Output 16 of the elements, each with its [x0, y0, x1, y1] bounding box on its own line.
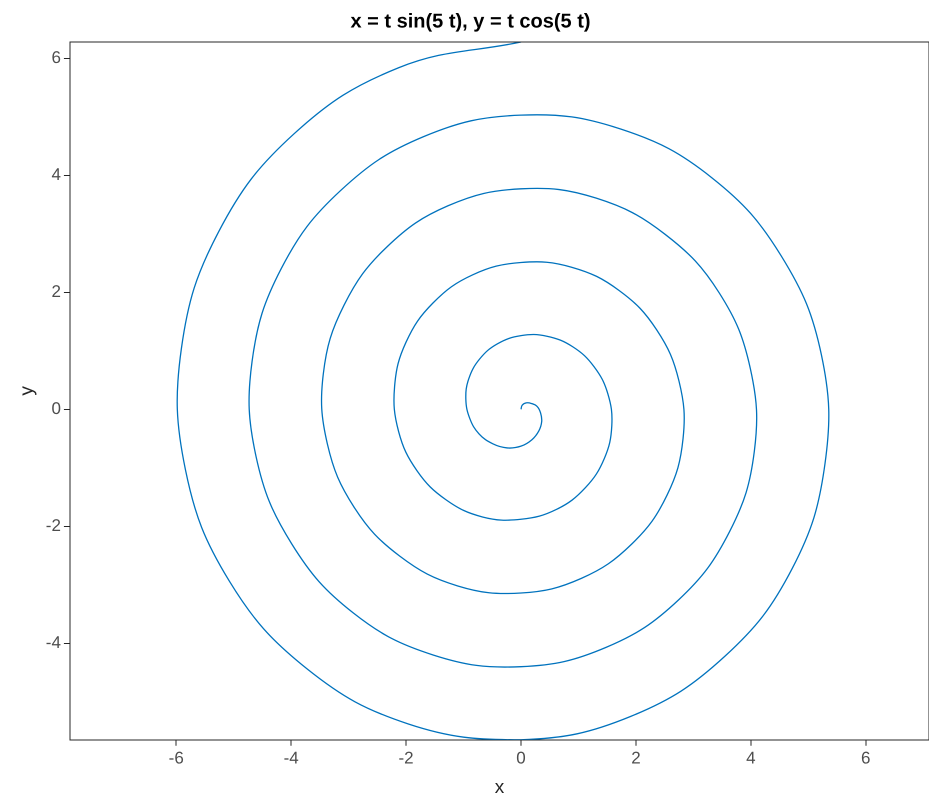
y-tick-label: 4	[51, 165, 61, 184]
x-tick-label: -2	[398, 748, 414, 768]
x-tick-label: 4	[746, 748, 756, 768]
x-tick-label: 6	[861, 748, 871, 768]
y-axis-title: y	[16, 386, 38, 396]
x-tick-label: 2	[631, 748, 641, 768]
y-tick-label: -2	[46, 516, 61, 535]
chart-title: x = t sin(5 t), y = t cos(5 t)	[350, 10, 591, 33]
x-tick-label: -6	[168, 748, 184, 768]
x-tick-label: 0	[516, 748, 526, 768]
x-tick-label: -4	[284, 748, 299, 768]
y-tick-label: 0	[51, 399, 61, 418]
y-tick-label: 2	[51, 282, 61, 302]
x-axis-title: x	[494, 776, 505, 798]
y-tick-label: -4	[46, 632, 61, 652]
y-tick-label: 6	[51, 48, 61, 68]
